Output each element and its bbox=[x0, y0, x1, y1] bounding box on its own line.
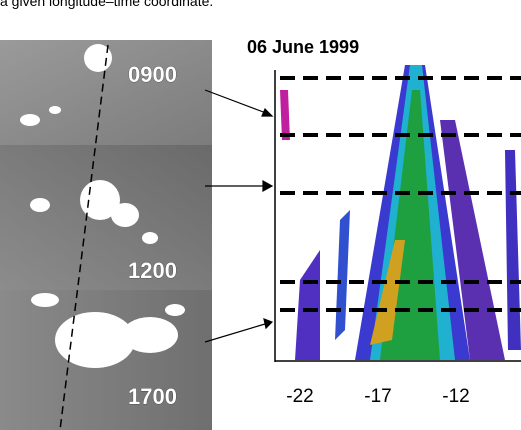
time-longitude-plot bbox=[274, 65, 521, 362]
x-tick-label: -17 bbox=[364, 386, 391, 407]
plot-title: 06 June 1999 bbox=[247, 37, 359, 57]
arrows bbox=[204, 89, 274, 343]
caption: a given longitude–time coordinate. bbox=[0, 0, 213, 9]
magnetograms bbox=[0, 40, 212, 430]
panel-label: 1200 bbox=[128, 258, 177, 283]
panel-label: 0900 bbox=[128, 62, 177, 87]
x-tick-label: -12 bbox=[442, 386, 469, 407]
panel-label: 1700 bbox=[128, 384, 177, 409]
x-tick-label: -22 bbox=[286, 386, 313, 407]
